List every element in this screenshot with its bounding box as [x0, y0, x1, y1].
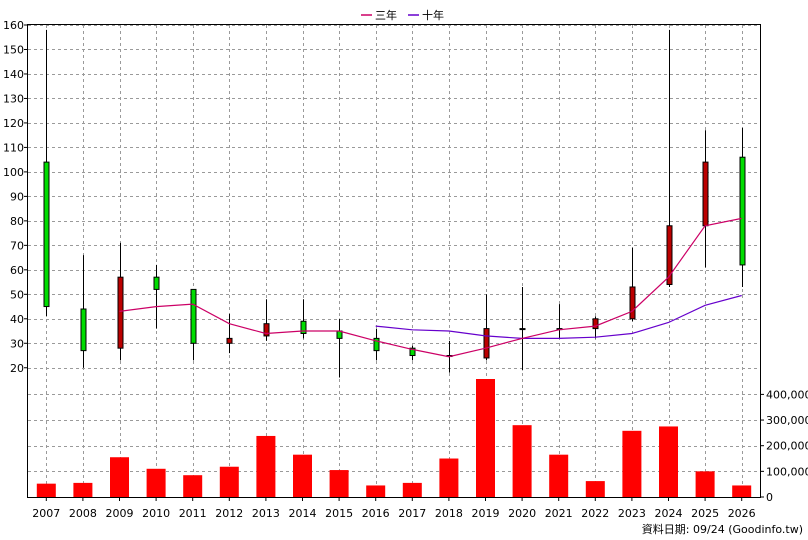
year-tick-label: 2018: [435, 507, 463, 520]
volume-bar: [549, 454, 569, 497]
volume-tick-label: 300,000: [766, 414, 808, 427]
year-tick-label: 2016: [362, 507, 390, 520]
volume-tick-label: 0: [766, 491, 773, 504]
year-tick-label: 2021: [545, 507, 573, 520]
price-tick-label: 140: [3, 68, 24, 81]
year-tick-label: 2007: [32, 507, 60, 520]
candle-body: [666, 225, 673, 286]
price-tick-label: 50: [10, 288, 24, 301]
year-tick-label: 2009: [106, 507, 134, 520]
candle-body: [263, 323, 270, 337]
price-tick-label: 30: [10, 337, 24, 350]
year-tick-label: 2011: [179, 507, 207, 520]
price-tick-label: 90: [10, 190, 24, 203]
year-tick-label: 2010: [142, 507, 170, 520]
moving-average-lines: [119, 217, 742, 358]
volume-bar: [439, 458, 459, 497]
candle-body: [190, 288, 197, 344]
volume-bar: [476, 379, 495, 497]
volume-bar: [402, 482, 422, 497]
candle-body: [117, 276, 124, 349]
candle-body: [300, 320, 307, 334]
year-tick-label: 2012: [215, 507, 243, 520]
volume-tick-label: 200,000: [766, 440, 808, 453]
volume-axis-ticks: 0 100,000 200,000 300,000 400,000: [760, 388, 808, 504]
year-tick-label: 2026: [728, 507, 756, 520]
candle-body: [483, 328, 490, 359]
year-tick-label: 2019: [472, 507, 500, 520]
volume-bar: [659, 426, 678, 497]
volume-bar: [622, 430, 642, 497]
price-tick-label: 40: [10, 313, 24, 326]
volume-bar: [256, 435, 276, 497]
volume-bar: [73, 482, 93, 497]
price-tick-label: 130: [3, 92, 24, 105]
volume-bars: [36, 379, 752, 497]
ma-ten-year-line: [375, 294, 742, 339]
volume-tick-label: 400,000: [766, 388, 808, 401]
volume-bar: [329, 470, 349, 497]
grid-lines: [28, 25, 760, 497]
price-tick-label: 80: [10, 215, 24, 228]
plot-frame: [27, 24, 761, 498]
volume-tick-label: 100,000: [766, 465, 808, 478]
price-tick-label: 150: [3, 43, 24, 56]
candle-body: [409, 347, 416, 357]
candle-body: [702, 161, 709, 227]
candle-body: [43, 161, 50, 308]
volume-bar: [110, 457, 129, 497]
candle-body: [373, 337, 380, 352]
volume-bar: [183, 475, 203, 497]
volume-bar: [366, 485, 386, 497]
ma-three-year-line: [119, 217, 742, 358]
candle-body: [629, 286, 636, 320]
volume-bar: [146, 468, 166, 497]
price-tick-label: 110: [3, 141, 24, 154]
candle-body: [739, 156, 746, 266]
legend-label-ten-year: 十年: [422, 8, 444, 22]
price-tick-label: 20: [10, 362, 24, 375]
year-tick-label: 2020: [508, 507, 536, 520]
year-tick-label: 2025: [691, 507, 719, 520]
year-tick-label: 2024: [655, 507, 683, 520]
year-tick-label: 2008: [69, 507, 97, 520]
candle-body: [519, 328, 526, 331]
legend: 三年 十年: [361, 8, 444, 22]
volume-bar: [512, 425, 532, 497]
volume-bar: [293, 454, 312, 497]
candle-body: [226, 337, 233, 344]
volume-bar: [36, 483, 56, 497]
price-tick-label: 100: [3, 166, 24, 179]
year-tick-label: 2022: [581, 507, 609, 520]
price-tick-label: 70: [10, 239, 24, 252]
candle-body: [592, 318, 599, 330]
candle-body: [153, 276, 160, 290]
volume-bar: [732, 485, 752, 497]
price-tick-label: 60: [10, 264, 24, 277]
year-tick-label: 2015: [325, 507, 353, 520]
candle-body: [80, 308, 87, 352]
volume-bar: [219, 466, 239, 497]
year-tick-label: 2013: [252, 507, 280, 520]
year-tick-label: 2023: [618, 507, 646, 520]
price-tick-label: 160: [3, 19, 24, 32]
volume-bar: [585, 481, 605, 497]
year-tick-label: 2017: [398, 507, 426, 520]
price-axis-ticks: 20 30 40 50 60 70 80 90 100 110 120 130 140 150 160: [3, 19, 28, 375]
price-tick-label: 120: [3, 117, 24, 130]
data-date-label: 資料日期: 09/24 (Goodinfo.tw): [642, 522, 803, 536]
year-tick-label: 2014: [289, 507, 317, 520]
legend-label-three-year: 三年: [375, 8, 397, 22]
volume-bar: [695, 471, 715, 497]
